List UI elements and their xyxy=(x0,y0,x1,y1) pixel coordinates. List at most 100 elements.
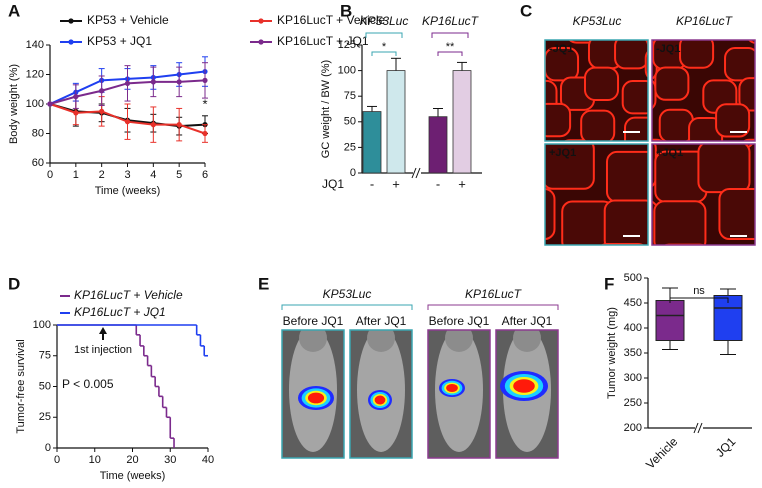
legend-label: KP16LucT + JQ1 xyxy=(74,305,166,319)
x-tick-label: 10 xyxy=(89,454,101,466)
cell xyxy=(580,109,616,141)
group-bracket xyxy=(281,304,413,310)
tile-label: Before JQ1 xyxy=(283,314,344,328)
y-tick-label: 75 xyxy=(344,90,356,102)
cell xyxy=(488,98,539,148)
significance-bracket xyxy=(437,51,463,56)
x-tick-label: 6 xyxy=(202,169,208,181)
cell xyxy=(583,66,620,101)
cell xyxy=(621,80,648,115)
data-point xyxy=(176,79,182,85)
annotation: 1st injection xyxy=(74,344,132,356)
legend-label: KP53 + JQ1 xyxy=(87,34,152,48)
bar xyxy=(362,111,382,174)
significance-label: ** xyxy=(446,41,455,53)
cell xyxy=(654,66,690,101)
y-tick-label: 140 xyxy=(26,39,44,51)
annotation: P < 0.005 xyxy=(62,377,114,391)
y-tick-label: 400 xyxy=(624,322,642,334)
cell xyxy=(724,46,755,82)
tile-border xyxy=(651,39,756,142)
y-tick-label: 0 xyxy=(350,167,356,179)
group-label: KP16LucT xyxy=(465,287,523,301)
tile-border xyxy=(544,39,649,142)
cell xyxy=(715,103,751,138)
panel-letter: F xyxy=(604,274,614,293)
y-tick-label: 300 xyxy=(624,372,642,384)
data-point xyxy=(150,79,156,85)
data-point xyxy=(202,77,208,83)
cell xyxy=(545,40,554,41)
y-tick-label: 500 xyxy=(624,272,642,284)
mouse-head xyxy=(513,330,541,352)
group-label: KP16LucT xyxy=(422,14,480,28)
x-tick-label: 0 xyxy=(54,454,60,466)
mouse-head xyxy=(445,330,473,352)
tile-label: After JQ1 xyxy=(502,314,553,328)
cell xyxy=(512,144,545,176)
legend-marker xyxy=(258,18,264,24)
x-tick-label: 0 xyxy=(47,169,53,181)
cell xyxy=(646,7,679,39)
cell xyxy=(658,108,694,141)
cell xyxy=(718,188,755,241)
y-tick-label: 120 xyxy=(26,68,44,80)
y-axis-title: Body weight (%) xyxy=(8,64,20,144)
tile-border xyxy=(281,329,345,459)
cell xyxy=(545,102,572,138)
y-axis-title: Tumor-free survival xyxy=(15,339,27,433)
histology-image xyxy=(652,40,755,141)
y-tick-label: 0 xyxy=(45,442,51,454)
cell xyxy=(545,188,556,241)
cell xyxy=(738,77,755,112)
x-tick-label: 3 xyxy=(124,169,130,181)
column-label: KP16LucT xyxy=(676,14,734,28)
group-bracket xyxy=(365,32,403,38)
axis-break xyxy=(693,422,699,434)
y-tick-label: 250 xyxy=(624,397,642,409)
data-point xyxy=(99,88,105,94)
cell xyxy=(624,116,648,141)
panel-letter: C xyxy=(520,1,532,20)
data-point xyxy=(47,101,53,107)
cell xyxy=(511,118,544,150)
cell xyxy=(538,258,589,308)
cell xyxy=(605,150,648,203)
signal xyxy=(374,395,386,405)
tile-label: -JQ1 xyxy=(549,43,573,55)
y-tick-label: 100 xyxy=(26,98,44,110)
y-tick-label: 25 xyxy=(344,141,356,153)
y-tick-label: 60 xyxy=(32,157,44,169)
x-tick-label: - xyxy=(370,176,374,191)
axis-break xyxy=(697,422,703,434)
cell xyxy=(679,40,715,69)
histology-image xyxy=(652,144,762,308)
x-axis-title: Time (weeks) xyxy=(100,470,166,482)
tile-label: +JQ1 xyxy=(549,147,576,159)
tile-label: After JQ1 xyxy=(356,314,407,328)
x-tick-label: 2 xyxy=(99,169,105,181)
tile-border xyxy=(495,329,559,459)
legend-label: KP53 + Vehicle xyxy=(87,13,169,27)
histology-image xyxy=(488,98,648,308)
legend-marker xyxy=(68,39,74,45)
box xyxy=(655,300,685,341)
data-point xyxy=(124,80,131,86)
cell xyxy=(545,144,595,190)
y-axis-title: Tumor weight (mg) xyxy=(606,307,618,399)
x-axis-title: JQ1 xyxy=(322,177,344,191)
cell xyxy=(752,258,762,308)
legend-label: KP16LucT + JQ1 xyxy=(277,34,369,48)
cell xyxy=(501,36,534,68)
y-tick-label: 50 xyxy=(39,380,51,392)
significance-label: * xyxy=(382,41,387,53)
histology-image xyxy=(501,7,679,176)
tile-border xyxy=(349,329,413,459)
cell xyxy=(614,40,648,70)
significance-label: ns xyxy=(693,285,705,297)
bar xyxy=(428,116,448,174)
cell xyxy=(709,248,760,298)
group-label: KP53Luc xyxy=(360,14,409,28)
data-point xyxy=(73,94,79,100)
